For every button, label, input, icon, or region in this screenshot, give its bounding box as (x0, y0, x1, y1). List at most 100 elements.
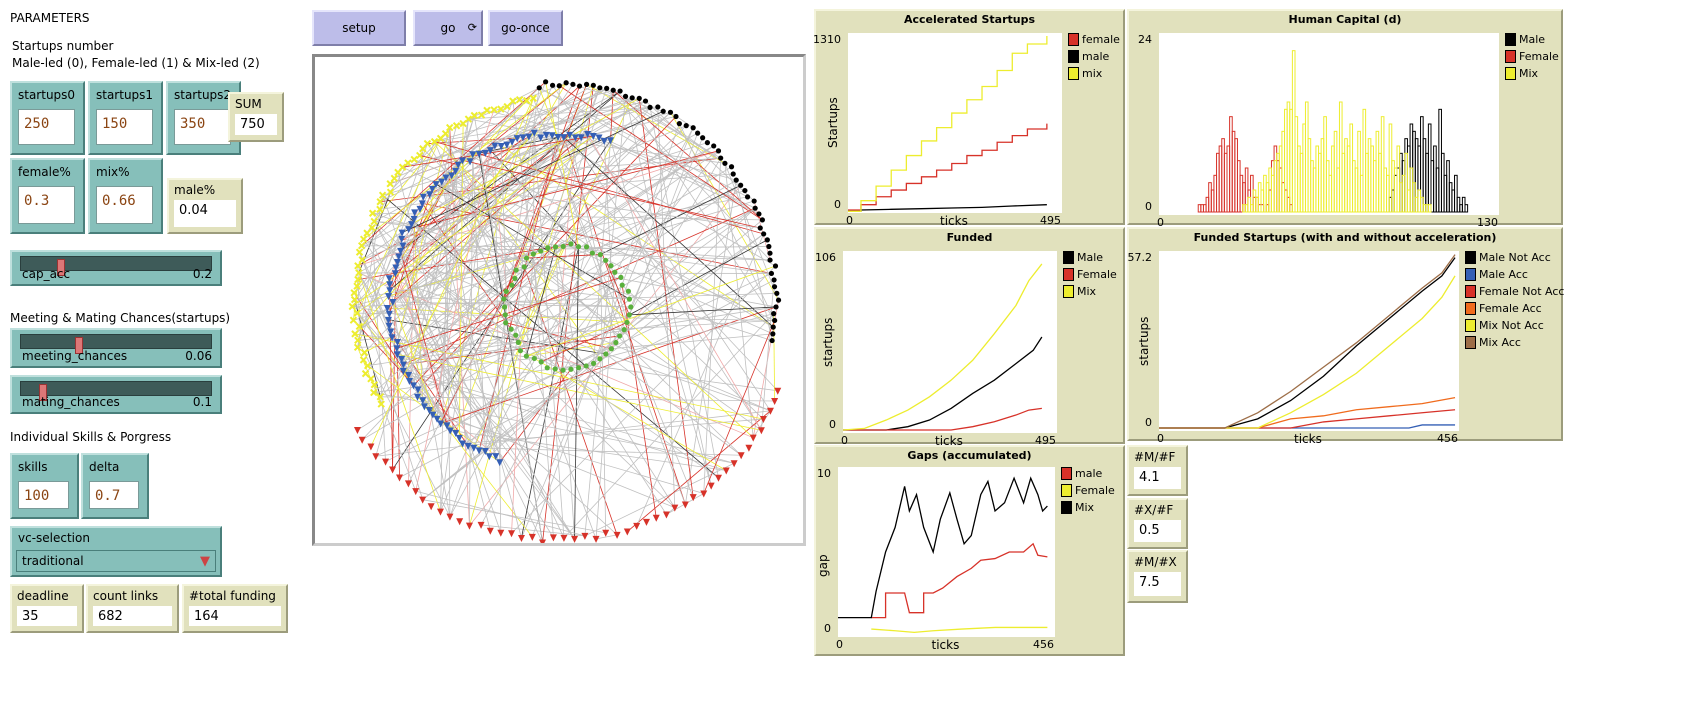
x-axis-label: ticks (1294, 432, 1322, 446)
legend-swatch (1061, 501, 1072, 514)
legend-label: Male Acc (1479, 268, 1528, 281)
legend: male Female Mix (1061, 465, 1115, 516)
legend-label: male (1075, 467, 1103, 480)
series-line-male-not-acc (1159, 257, 1456, 429)
legend-label: Mix (1519, 67, 1539, 80)
startups1-input[interactable]: startups1 150 (88, 81, 163, 155)
mix-pct-value[interactable]: 0.66 (96, 186, 153, 224)
value: 4.1 (1134, 467, 1181, 489)
x-min-label: 0 (836, 638, 843, 651)
legend-item: Female (1061, 482, 1115, 499)
value: 35 (17, 606, 77, 626)
legend: female male mix (1068, 31, 1120, 82)
legend-label: Mix (1075, 501, 1095, 514)
setup-button[interactable]: setup (312, 10, 406, 46)
startup-nodes (348, 79, 782, 547)
legend-item: Mix (1505, 65, 1559, 82)
series-line-female (843, 407, 1042, 431)
skills-input[interactable]: skills 100 (10, 453, 79, 519)
value: 0.1 (192, 395, 212, 409)
plot-title: Human Capital (d) (1288, 13, 1402, 26)
legend-label: female (1082, 33, 1120, 46)
legend-item: Mix (1063, 283, 1117, 300)
label: go (440, 21, 456, 35)
plot-fs: Funded Startups (with and without accele… (1127, 227, 1564, 446)
y-axis-label: startups (1137, 316, 1151, 366)
plot-title: Gaps (accumulated) (907, 449, 1032, 462)
legend-label: Female (1519, 50, 1559, 63)
legend-label: mix (1082, 67, 1103, 80)
chooser-dropdown[interactable]: traditional ▼ (16, 550, 216, 572)
world-view[interactable] (312, 54, 806, 547)
plot-title: Funded (946, 231, 993, 244)
male-pct-monitor: male% 0.04 (167, 178, 243, 234)
skills-heading: Individual Skills & Porgress (10, 430, 172, 444)
startups0-input[interactable]: startups0 250 (10, 81, 85, 155)
y-max-label: 10 (817, 467, 831, 480)
y-min-label: 0 (824, 622, 831, 635)
legend-item: Male Not Acc (1465, 249, 1564, 266)
vc-selection-chooser[interactable]: vc-selection traditional ▼ (10, 526, 222, 577)
skills-value[interactable]: 100 (18, 481, 69, 509)
legend-swatch (1063, 251, 1074, 264)
value: 682 (93, 606, 172, 626)
legend-swatch (1061, 484, 1072, 497)
slider-track[interactable] (20, 334, 212, 354)
startups0-value[interactable]: 250 (18, 109, 75, 145)
slider-handle[interactable] (39, 384, 47, 401)
x-max-label: 456 (1437, 432, 1458, 445)
series-line-female-acc (1159, 396, 1456, 429)
legend-item: Mix (1061, 499, 1115, 516)
x-axis-label: ticks (935, 434, 963, 448)
slider-track[interactable] (20, 381, 212, 401)
go-once-button[interactable]: go-once (488, 10, 563, 46)
legend-label: Male (1077, 251, 1104, 264)
legend-swatch (1063, 285, 1074, 298)
legend-swatch (1465, 319, 1476, 332)
delta-input[interactable]: delta 0.7 (81, 453, 149, 519)
network-graph (348, 79, 782, 547)
legend-label: Female (1075, 484, 1115, 497)
x-axis-label: ticks (940, 214, 968, 228)
mix-pct-input[interactable]: mix% 0.66 (88, 158, 163, 234)
series-line-mix-acc (1159, 254, 1456, 429)
meeting-chances-slider[interactable]: meeting_chances 0.06 (10, 328, 222, 368)
dropdown-arrow-icon[interactable]: ▼ (200, 554, 210, 569)
legend-swatch (1063, 268, 1074, 281)
legend-swatch (1465, 251, 1476, 264)
legend-label: Mix Not Acc (1479, 319, 1544, 332)
label: #total funding (189, 589, 276, 603)
y-axis-label: startups (821, 317, 835, 367)
legend-label: Female Acc (1479, 302, 1542, 315)
mating-chances-slider[interactable]: mating_chances 0.1 (10, 375, 222, 414)
label: startups2 (174, 88, 232, 102)
startups2-value[interactable]: 350 (174, 109, 231, 145)
x-min-label: 0 (841, 434, 848, 447)
startups1-value[interactable]: 150 (96, 109, 153, 145)
parameters-heading: PARAMETERS (10, 11, 90, 25)
legend-swatch (1465, 268, 1476, 281)
legend-swatch (1465, 302, 1476, 315)
deadline-monitor: deadline 35 (10, 584, 84, 633)
slider-handle[interactable] (57, 259, 65, 276)
female-pct-input[interactable]: female% 0.3 (10, 158, 85, 234)
slider-track[interactable] (20, 256, 212, 276)
series-line-female (848, 123, 1048, 211)
female-pct-value[interactable]: 0.3 (18, 186, 75, 224)
label: mating_chances (22, 395, 120, 409)
x-max-label: 456 (1033, 638, 1054, 651)
links (351, 81, 779, 543)
value: 7.5 (1134, 572, 1181, 596)
delta-value[interactable]: 0.7 (89, 481, 139, 509)
histogram-bar-mix (1396, 145, 1401, 213)
legend: Male Female Mix (1505, 31, 1559, 82)
plot-acc: Accelerated Startups 1310 0 0 495 ticks Startu… (813, 9, 1125, 228)
legend-item: mix (1068, 65, 1120, 82)
legend-swatch (1061, 467, 1072, 480)
value: 0.06 (185, 349, 212, 363)
legend-item: male (1068, 48, 1120, 65)
go-button[interactable]: go ⟳ (413, 10, 483, 46)
series-line-mix (843, 263, 1043, 431)
cap-acc-slider[interactable]: cap_acc 0.2 (10, 250, 222, 286)
slider-handle[interactable] (75, 337, 83, 354)
